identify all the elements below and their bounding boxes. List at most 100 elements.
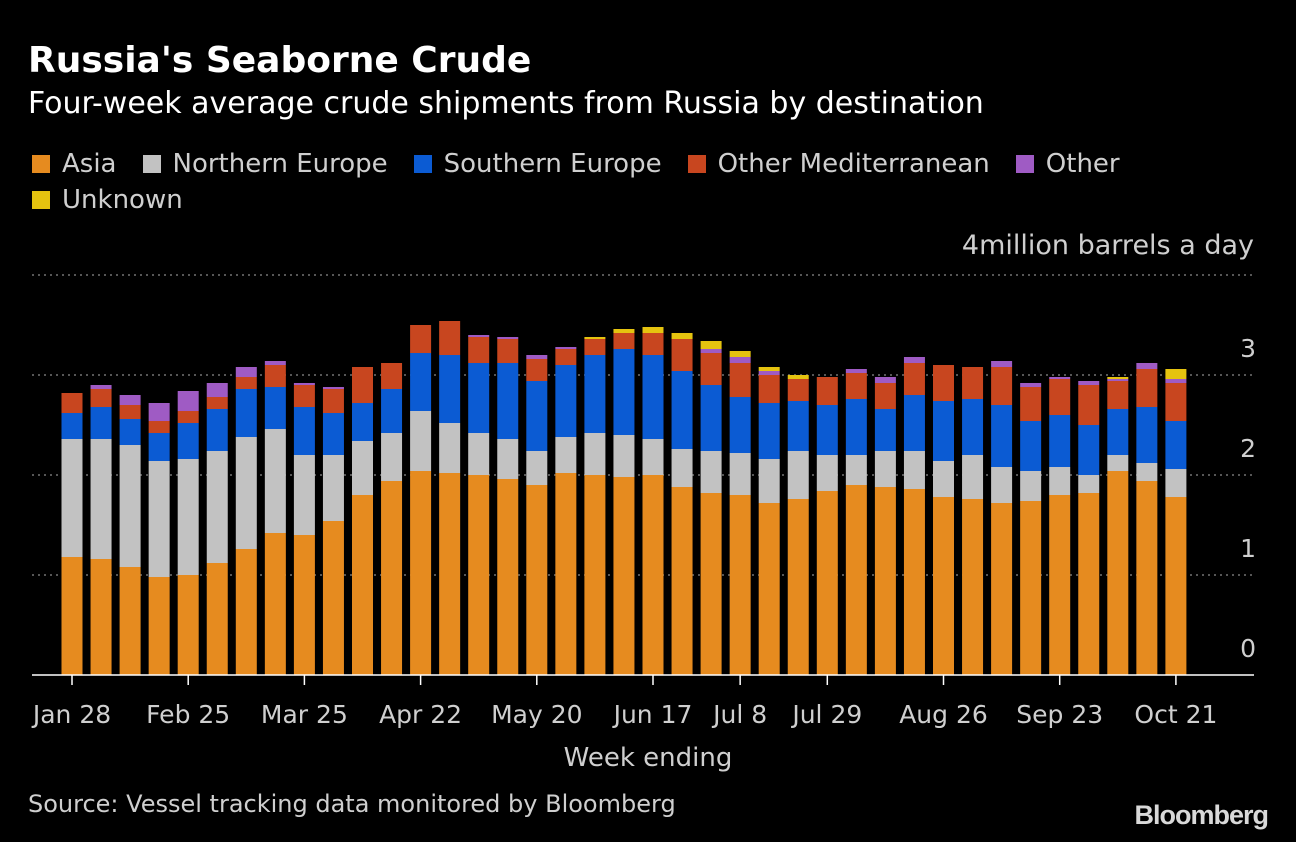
y-tick-label: 3 <box>1240 334 1256 363</box>
bar-segment-asia <box>468 475 490 675</box>
bar-segment-northern-europe <box>613 435 635 477</box>
bar-segment-northern-europe <box>845 455 867 485</box>
bar-segment-other-mediterranean <box>758 375 780 403</box>
bar-segment-other-mediterranean <box>933 365 954 401</box>
legend: Asia Northern Europe Southern Europe Oth… <box>32 149 1252 215</box>
bar-segment-other-mediterranean <box>613 333 635 349</box>
bar-segment-southern-europe <box>264 387 286 429</box>
bar-segment-northern-europe <box>148 461 170 577</box>
bar-segment-other <box>1136 363 1158 369</box>
bar-segment-southern-europe <box>787 401 809 451</box>
bar-segment-unknown <box>1107 377 1129 379</box>
legend-label-northern-europe: Northern Europe <box>172 149 388 179</box>
bar-segment-southern-europe <box>555 365 577 437</box>
bar-segment-other-mediterranean <box>1078 385 1100 425</box>
bar-segment-other-mediterranean <box>148 421 170 433</box>
bar-segment-other-mediterranean <box>293 385 315 407</box>
legend-item-other: Other <box>1015 149 1120 179</box>
bar-segment-asia <box>584 475 606 675</box>
bar-segment-unknown <box>758 367 780 371</box>
bar-segment-southern-europe <box>903 395 925 451</box>
x-tick-label: Jul 8 <box>711 700 767 729</box>
bar-segment-northern-europe <box>439 423 461 473</box>
bar-segment-other <box>235 367 257 377</box>
legend-item-northern-europe: Northern Europe <box>142 149 388 179</box>
bar-segment-southern-europe <box>206 409 228 451</box>
legend-swatch-unknown <box>32 191 50 209</box>
bar-segment-northern-europe <box>671 449 693 487</box>
bar-segment-northern-europe <box>991 467 1013 503</box>
legend-swatch-asia <box>32 155 50 173</box>
bar-segment-other-mediterranean <box>177 411 199 423</box>
bar-segment-southern-europe <box>497 363 519 439</box>
bar-segment-northern-europe <box>758 459 780 503</box>
bar-segment-northern-europe <box>119 445 141 567</box>
bar-segment-other-mediterranean <box>729 363 751 397</box>
legend-item-other-mediterranean: Other Mediterranean <box>687 149 990 179</box>
bar-segment-northern-europe <box>1136 463 1158 481</box>
bar-segment-southern-europe <box>845 399 867 455</box>
bar-segment-other-mediterranean <box>322 389 344 413</box>
bar-segment-other-mediterranean <box>1049 379 1071 415</box>
bar-segment-asia <box>90 559 112 675</box>
bar-segment-northern-europe <box>1107 455 1129 471</box>
bar-segment-asia <box>991 503 1013 675</box>
bar-segment-asia <box>671 487 693 675</box>
bar-segment-southern-europe <box>1078 425 1100 475</box>
bar-segment-asia <box>1049 495 1071 675</box>
bar-segment-southern-europe <box>874 409 896 451</box>
bar-segment-other <box>497 337 519 339</box>
y-tick-label: 2 <box>1240 434 1256 463</box>
bar-segment-southern-europe <box>758 403 780 459</box>
bar-segment-southern-europe <box>962 399 984 455</box>
y-tick-label: 0 <box>1240 634 1256 663</box>
bar-segment-other <box>119 395 141 405</box>
y-tick-label: 1 <box>1240 534 1256 563</box>
bar-segment-southern-europe <box>1165 421 1187 469</box>
bar-segment-southern-europe <box>293 407 315 455</box>
bar-segment-southern-europe <box>729 397 751 453</box>
bar-segment-asia <box>206 563 228 675</box>
bar-segment-asia <box>119 567 141 675</box>
bar-segment-unknown <box>787 375 809 379</box>
x-tick-label: Aug 26 <box>899 700 988 729</box>
bar-segment-northern-europe <box>352 441 373 495</box>
source-note: Source: Vessel tracking data monitored b… <box>28 790 676 818</box>
bar-segment-other-mediterranean <box>991 367 1013 405</box>
bar-segment-other-mediterranean <box>206 397 228 409</box>
bar-segment-other <box>555 347 577 349</box>
bar-segment-unknown <box>729 351 751 357</box>
bar-segment-asia <box>381 481 403 675</box>
bar-segment-northern-europe <box>903 451 925 489</box>
bar-segment-other <box>1107 379 1129 381</box>
bar-segment-northern-europe <box>235 437 257 549</box>
bar-segment-northern-europe <box>787 451 809 499</box>
bar-segment-southern-europe <box>61 413 83 439</box>
bar-segment-northern-europe <box>1049 467 1071 495</box>
bar-segment-asia <box>235 549 257 675</box>
bar-segment-asia <box>642 475 664 675</box>
bar-segment-unknown <box>584 337 606 339</box>
bar-segment-southern-europe <box>671 371 693 449</box>
x-tick-label: Feb 25 <box>146 700 230 729</box>
bar-segment-unknown <box>1165 369 1187 379</box>
bar-segment-southern-europe <box>235 389 257 437</box>
bar-segment-other-mediterranean <box>439 321 461 355</box>
bar-segment-southern-europe <box>613 349 635 435</box>
bar-segment-northern-europe <box>962 455 984 499</box>
bar-segment-other-mediterranean <box>264 365 286 387</box>
bar-segment-other <box>1078 381 1100 385</box>
bar-segment-other <box>468 335 490 337</box>
bar-segment-southern-europe <box>642 355 664 439</box>
bar-segment-northern-europe <box>584 433 606 475</box>
bar-segment-asia <box>962 499 984 675</box>
bar-segment-asia <box>1107 471 1129 675</box>
bar-segment-other-mediterranean <box>497 339 519 363</box>
bar-segment-other-mediterranean <box>119 405 141 419</box>
bar-segment-southern-europe <box>148 433 170 461</box>
bar-segment-northern-europe <box>206 451 228 563</box>
chart-title: Russia's Seaborne Crude <box>28 40 532 81</box>
bar-segment-northern-europe <box>642 439 664 475</box>
bar-segment-asia <box>177 575 199 675</box>
